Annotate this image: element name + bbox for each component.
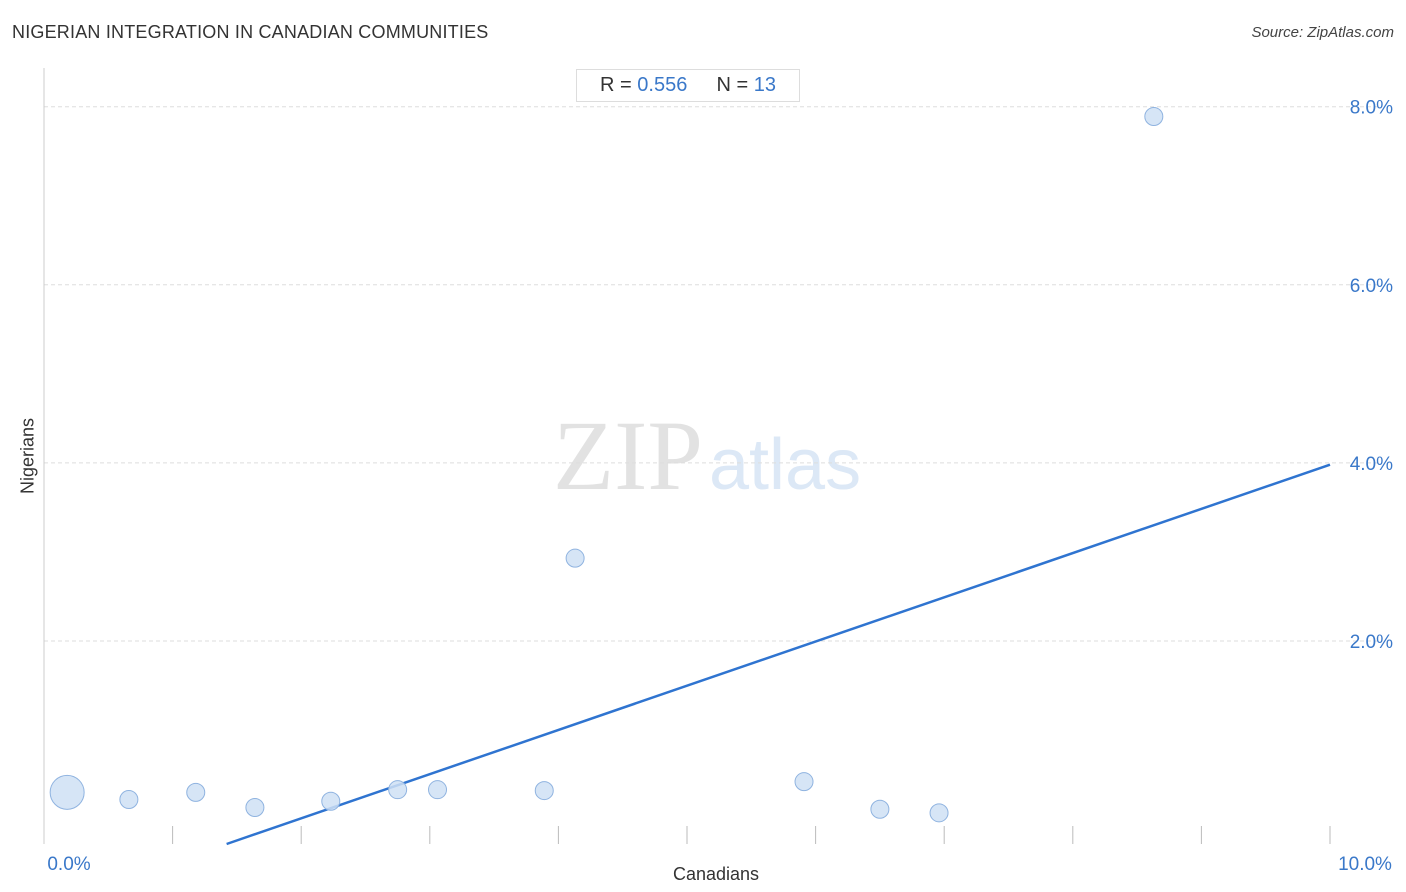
data-point	[245, 797, 265, 817]
watermark-atlas: atlas	[709, 425, 862, 505]
n-value: 13	[753, 74, 776, 96]
label-layer: 2.0% 4.0% 6.0% 8.0% 0.0% 10.0%	[47, 98, 1393, 875]
x-tick-label: 0.0%	[47, 854, 90, 875]
data-point	[1144, 107, 1164, 127]
data-point	[388, 780, 408, 800]
chart-title: NIGERIAN INTEGRATION IN CANADIAN COMMUNI…	[12, 22, 489, 42]
correlation-stats-box: R = 0.556 N = 13	[576, 69, 800, 102]
data-point	[929, 803, 949, 823]
data-point	[321, 791, 341, 811]
point-layer	[49, 107, 1164, 823]
y-tick-label: 6.0%	[1350, 276, 1393, 297]
grid-layer	[44, 106, 1380, 642]
y-tick-label: 2.0%	[1350, 632, 1393, 653]
trend-layer	[226, 463, 1331, 846]
x-axis-title: Canadians	[672, 864, 760, 884]
y-axis-title: Nigerians	[17, 417, 38, 495]
data-point	[534, 781, 554, 801]
y-tick-label: 8.0%	[1350, 98, 1393, 119]
trend-line	[226, 463, 1331, 846]
x-tick-label: 10.0%	[1338, 854, 1392, 875]
r-value: 0.556	[637, 74, 688, 96]
data-point	[794, 772, 814, 792]
watermark-zip: ZIP	[553, 400, 703, 511]
data-point	[428, 780, 448, 800]
source-label: Source: ZipAtlas.com	[1251, 24, 1394, 41]
axis-layer	[43, 68, 1331, 844]
data-point	[49, 774, 85, 810]
r-label: R =	[600, 74, 632, 96]
n-label: N =	[716, 74, 749, 96]
data-point	[870, 799, 890, 819]
y-tick-label: 4.0%	[1350, 454, 1393, 475]
data-point	[565, 548, 585, 568]
data-point	[186, 782, 206, 802]
zipatlas-watermark: ZIPatlas	[553, 405, 861, 506]
data-point	[119, 789, 139, 809]
